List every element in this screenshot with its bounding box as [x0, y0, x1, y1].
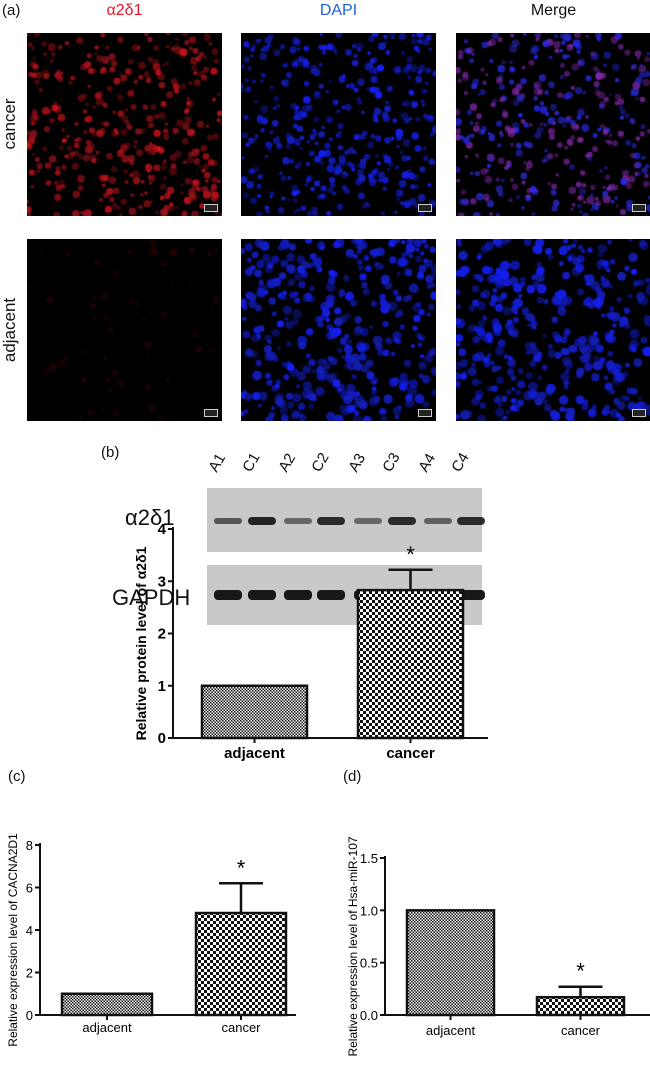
y-tick-label: 1.5 — [360, 851, 378, 866]
scale-bar — [632, 409, 646, 417]
x-tick-label: adjacent — [224, 745, 285, 762]
significance-marker: * — [237, 855, 246, 880]
y-tick-label: 4 — [26, 923, 33, 938]
x-tick-label: adjacent — [82, 1020, 132, 1035]
scale-bar — [418, 409, 432, 417]
y-tick-label: 4 — [158, 521, 167, 538]
western-blot-alpha2delta1 — [207, 488, 485, 552]
significance-marker: * — [576, 959, 585, 984]
y-tick-label: 0 — [158, 730, 166, 747]
column-header-dapi: DAPI — [319, 2, 358, 19]
x-tick-label: cancer — [386, 745, 435, 762]
blot-band — [354, 518, 382, 524]
x-tick-label: cancer — [561, 1023, 601, 1038]
scale-bar — [204, 204, 218, 212]
y-tick-label: 1 — [158, 678, 166, 695]
blot-band — [248, 590, 276, 600]
micrograph-adjacent-alpha2delta1 — [27, 239, 222, 421]
scale-bar — [632, 204, 646, 212]
panel-c-label: (c) — [8, 768, 26, 785]
micrograph-cancer-alpha2delta1 — [27, 33, 222, 216]
y-tick-label: 1.0 — [360, 903, 378, 918]
blot-band — [248, 516, 276, 526]
blot-band — [424, 518, 452, 524]
y-tick-label: 0 — [26, 1008, 33, 1023]
micrograph-cancer-dapi — [241, 33, 436, 216]
micrograph-adjacent-dapi — [241, 239, 436, 421]
x-tick-label: cancer — [221, 1020, 261, 1035]
y-tick-label: 2 — [26, 966, 33, 981]
micrograph-cancer-merge — [456, 33, 650, 216]
blot-band — [214, 517, 242, 525]
blot-band — [457, 516, 485, 526]
bar-adjacent — [60, 992, 154, 1017]
y-tick-label: 2 — [158, 626, 166, 643]
micrograph-adjacent-merge — [456, 239, 650, 421]
blot-band — [317, 516, 345, 526]
bar-cancer — [535, 995, 626, 1017]
blot-band — [284, 518, 312, 524]
blot-band — [388, 516, 416, 526]
bar-cancer — [356, 588, 465, 740]
y-tick-label: 3 — [158, 573, 166, 590]
significance-marker: * — [406, 542, 415, 567]
y-tick-label: 8 — [26, 838, 33, 853]
panel-a-label: (a) — [2, 2, 21, 19]
blot-band — [457, 590, 485, 600]
scale-bar — [204, 409, 218, 417]
bar-adjacent — [200, 684, 309, 740]
bar-cancer — [194, 911, 288, 1017]
y-tick-label: 0.5 — [360, 956, 378, 971]
panel-d-label: (d) — [343, 768, 362, 785]
blot-band — [214, 590, 242, 600]
bar-adjacent — [405, 909, 496, 1017]
y-axis-label: Relative expression level of Hsa-miR-107 — [346, 836, 360, 1056]
column-header-merge: Merge — [530, 2, 577, 19]
blot-band — [284, 590, 312, 600]
column-header-alpha2delta1: α2δ1 — [106, 2, 143, 19]
panel-b-label: (b) — [101, 444, 120, 461]
scale-bar — [418, 204, 432, 212]
blot-label-alpha2delta1: α2δ1 — [125, 505, 175, 530]
x-tick-label: adjacent — [426, 1023, 476, 1038]
y-tick-label: 6 — [26, 881, 33, 896]
blot-band — [317, 590, 345, 600]
y-axis-label: Relative expression level of CACNA2D1 — [6, 833, 20, 1047]
blot-label-gapdh: GAPDH — [112, 585, 191, 610]
y-axis-label: Relative protein level of α2δ1 — [133, 546, 149, 740]
y-tick-label: 0.0 — [360, 1008, 378, 1023]
